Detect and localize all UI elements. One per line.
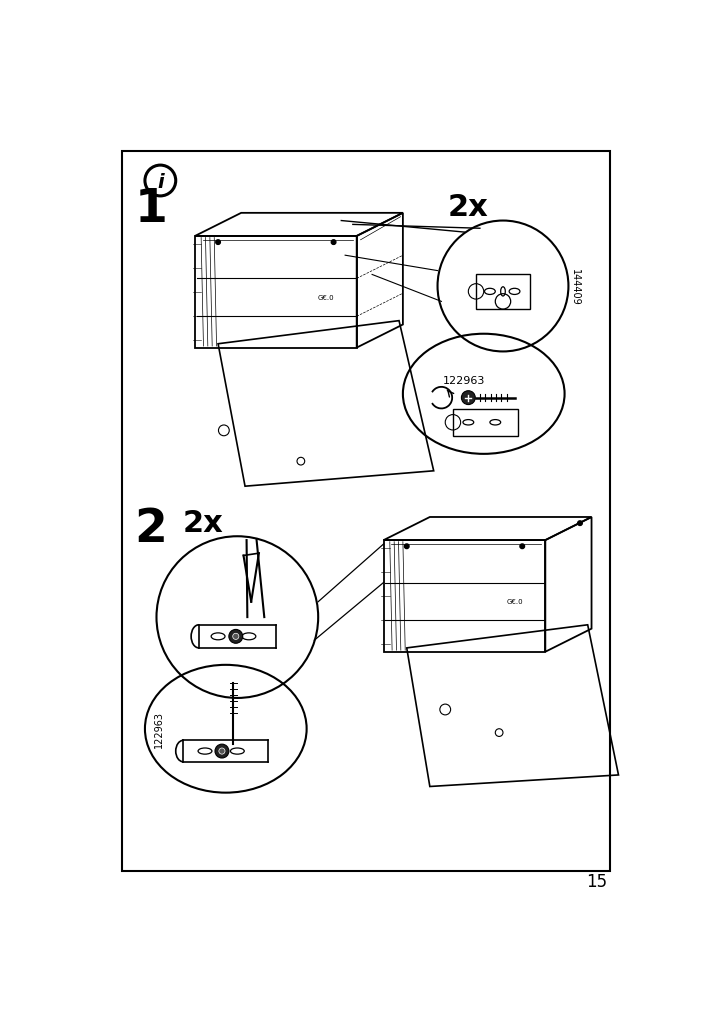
Circle shape (215, 744, 229, 758)
Text: G€.0: G€.0 (318, 295, 334, 301)
Text: 15: 15 (586, 872, 608, 891)
Text: 144409: 144409 (570, 268, 580, 305)
Circle shape (404, 544, 409, 549)
Text: 122963: 122963 (154, 711, 164, 747)
Text: 2x: 2x (182, 509, 223, 538)
Text: i: i (157, 173, 164, 191)
Circle shape (216, 241, 221, 245)
Text: 122963: 122963 (443, 375, 486, 385)
Text: 2: 2 (135, 507, 168, 551)
Circle shape (229, 630, 243, 644)
Circle shape (520, 544, 525, 549)
Circle shape (233, 634, 239, 640)
Text: 1: 1 (135, 187, 168, 233)
Circle shape (331, 241, 336, 245)
Text: 2x: 2x (448, 193, 488, 222)
Circle shape (578, 522, 583, 526)
Circle shape (219, 748, 225, 754)
Circle shape (461, 391, 476, 405)
Bar (122, 152, 610, 871)
Text: G€.0: G€.0 (506, 599, 523, 605)
